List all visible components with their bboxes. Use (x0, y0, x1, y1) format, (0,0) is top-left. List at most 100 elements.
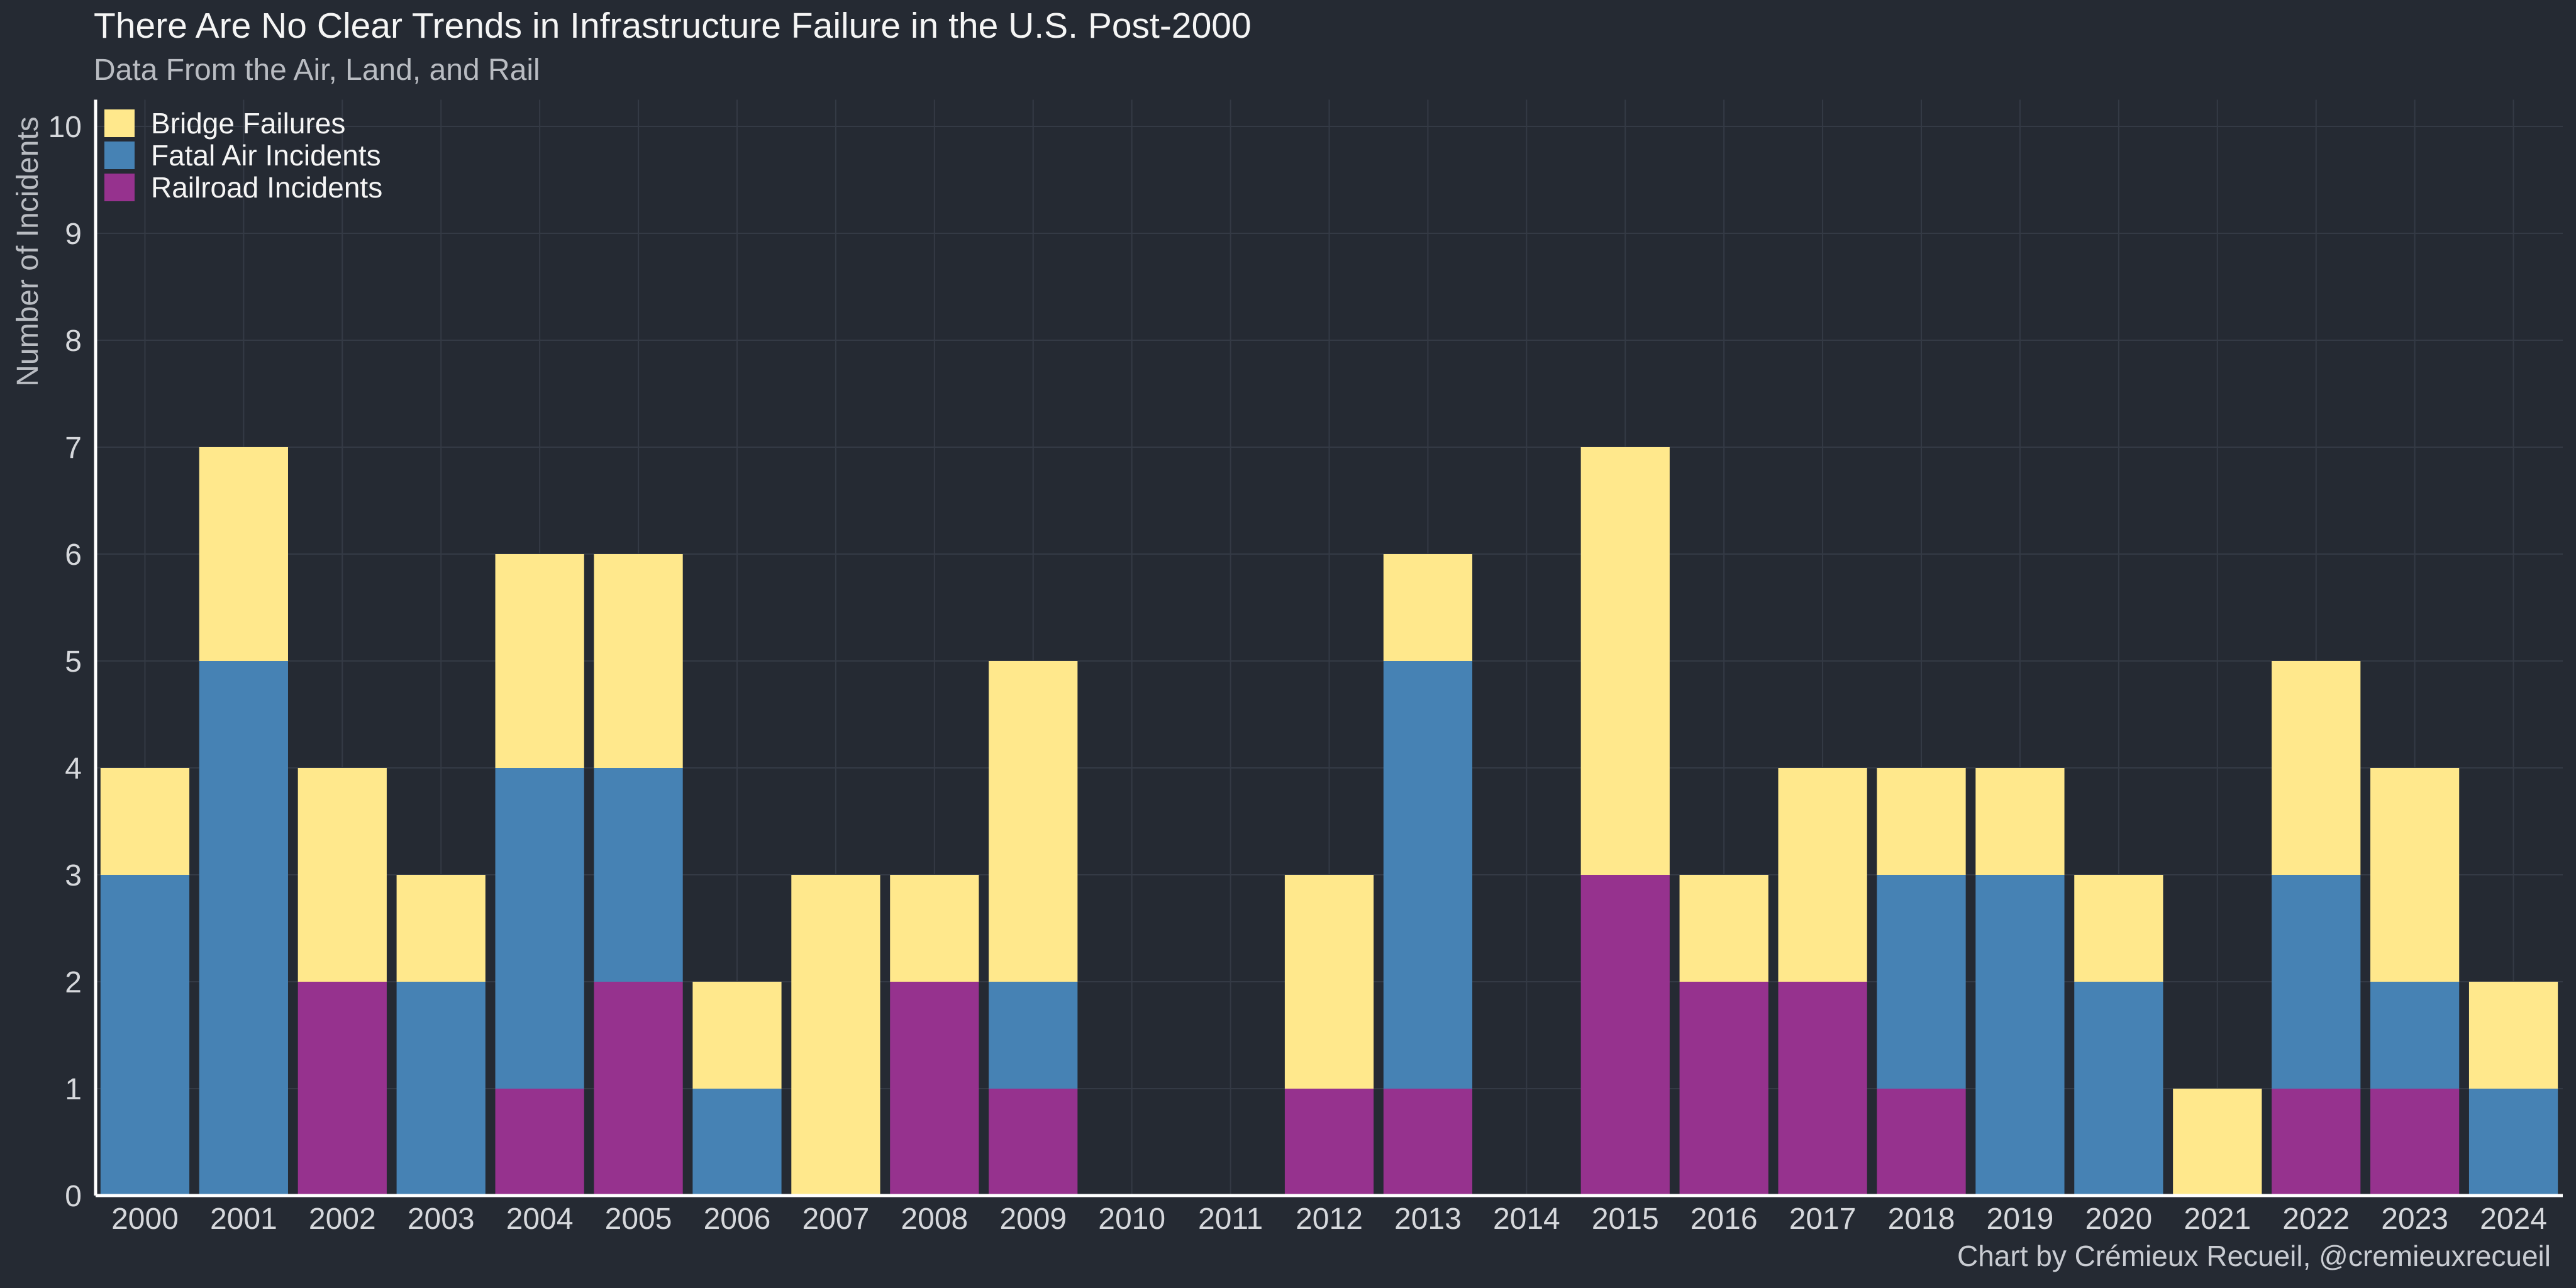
axes (94, 99, 2563, 1197)
bar-railroad-2004 (495, 1089, 584, 1196)
y-axis-label: Number of Incidents (11, 116, 45, 387)
x-tick-label: 2003 (408, 1202, 475, 1236)
legend-item-rail: Railroad Incidents (104, 170, 383, 204)
y-tick-label: 4 (65, 752, 82, 786)
legend: Bridge Failures Fatal Air Incidents Rail… (104, 106, 383, 204)
y-tick-label: 6 (65, 538, 82, 572)
bar-air-2000 (100, 875, 190, 1196)
y-tick-label: 3 (65, 859, 82, 892)
legend-item-bridge: Bridge Failures (104, 106, 382, 140)
bar-railroad-2009 (989, 1089, 1078, 1196)
legend-swatch-bridge (104, 109, 135, 137)
x-tick-label: 2018 (1888, 1202, 1955, 1236)
y-tick-label: 8 (65, 325, 82, 358)
x-tick-label: 2016 (1690, 1202, 1758, 1236)
x-tick-label: 2014 (1493, 1202, 1560, 1236)
bar-air-2004 (495, 768, 584, 1089)
chart-subtitle: Data From the Air, Land, and Rail (94, 53, 540, 87)
bar-bridge-2007 (791, 875, 880, 1196)
x-tick-label: 2017 (1789, 1202, 1857, 1236)
bar-air-2019 (1975, 875, 2065, 1196)
x-tick-label: 2005 (605, 1202, 672, 1236)
bar-bridge-2020 (2074, 875, 2163, 982)
bar-railroad-2023 (2370, 1089, 2460, 1196)
x-tick-label: 2000 (111, 1202, 179, 1236)
bar-railroad-2013 (1383, 1089, 1473, 1196)
bar-bridge-2018 (1877, 768, 1966, 875)
x-tick-label: 2020 (2085, 1202, 2152, 1236)
bar-air-2020 (2074, 982, 2163, 1196)
bar-air-2022 (2272, 875, 2361, 1089)
legend-swatch-air (104, 141, 135, 169)
legend-label-air: Fatal Air Incidents (151, 138, 381, 172)
x-tick-label: 2011 (1198, 1202, 1263, 1236)
x-tick-label: 2019 (1987, 1202, 2054, 1236)
y-tick-label: 1 (65, 1073, 82, 1106)
x-tick-label: 2004 (506, 1202, 574, 1236)
legend-item-air: Fatal Air Incidents (104, 138, 382, 172)
x-tick-label: 2012 (1296, 1202, 1363, 1236)
y-tick-label: 9 (65, 218, 82, 251)
x-tick-label: 2021 (2184, 1202, 2251, 1236)
bar-bridge-2012 (1284, 875, 1374, 1089)
x-tick-label: 2008 (901, 1202, 968, 1236)
bar-bridge-2016 (1679, 875, 1768, 982)
bar-air-2005 (594, 768, 683, 982)
bar-bridge-2005 (594, 554, 683, 768)
bar-air-2006 (692, 1089, 782, 1196)
y-tick-label: 7 (65, 431, 82, 465)
bar-railroad-2016 (1679, 982, 1768, 1196)
bar-bridge-2009 (989, 661, 1078, 982)
legend-swatch-rail (104, 173, 135, 201)
y-tick-label: 10 (48, 111, 82, 144)
bar-bridge-2024 (2468, 982, 2558, 1089)
x-tick-label: 2024 (2480, 1202, 2547, 1236)
x-tick-label: 2002 (309, 1202, 376, 1236)
y-tick-label: 2 (65, 966, 82, 999)
bar-air-2018 (1877, 875, 1966, 1089)
x-tick-label: 2001 (210, 1202, 277, 1236)
bar-railroad-2018 (1877, 1089, 1966, 1196)
bar-bridge-2017 (1778, 768, 1867, 982)
legend-label-bridge: Bridge Failures (151, 106, 346, 140)
bar-bridge-2003 (396, 875, 486, 982)
bar-bridge-2001 (199, 447, 288, 661)
y-tick-label: 0 (65, 1180, 82, 1213)
bar-bridge-2015 (1580, 447, 1670, 875)
bar-air-2009 (989, 982, 1078, 1089)
bar-bridge-2023 (2370, 768, 2460, 982)
bar-air-2024 (2468, 1089, 2558, 1196)
bar-railroad-2002 (297, 982, 387, 1196)
bar-bridge-2019 (1975, 768, 2065, 875)
bar-bridge-2002 (297, 768, 387, 982)
x-tick-label: 2007 (802, 1202, 870, 1236)
bar-bridge-2004 (495, 554, 584, 768)
x-tick-label: 2006 (704, 1202, 771, 1236)
x-tick-label: 2023 (2381, 1202, 2448, 1236)
x-tick-label: 2015 (1592, 1202, 1659, 1236)
x-tick-label: 2010 (1098, 1202, 1165, 1236)
x-tick-label: 2013 (1394, 1202, 1462, 1236)
tick-labels: 0 1 2 3 4 5 6 7 8 9 10 2000 2001 2002 2003 2004 2005 2006… (48, 111, 2547, 1236)
bar-air-2003 (396, 982, 486, 1196)
x-tick-label: 2009 (999, 1202, 1067, 1236)
bar-air-2013 (1383, 661, 1473, 1089)
legend-label-rail: Railroad Incidents (151, 170, 383, 204)
bar-railroad-2015 (1580, 875, 1670, 1196)
bar-air-2023 (2370, 982, 2460, 1089)
chart-title: There Are No Clear Trends in Infrastruct… (94, 6, 1252, 46)
bar-railroad-2022 (2272, 1089, 2361, 1196)
bar-railroad-2005 (594, 982, 683, 1196)
bar-bridge-2021 (2173, 1089, 2262, 1196)
bar-bridge-2013 (1383, 554, 1473, 661)
bar-railroad-2012 (1284, 1089, 1374, 1196)
bar-bridge-2000 (100, 768, 190, 875)
bar-railroad-2017 (1778, 982, 1867, 1196)
bar-bridge-2006 (692, 982, 782, 1089)
x-tick-label: 2022 (2282, 1202, 2350, 1236)
bar-bridge-2008 (890, 875, 979, 982)
bar-railroad-2008 (890, 982, 979, 1196)
bars (100, 447, 2558, 1196)
